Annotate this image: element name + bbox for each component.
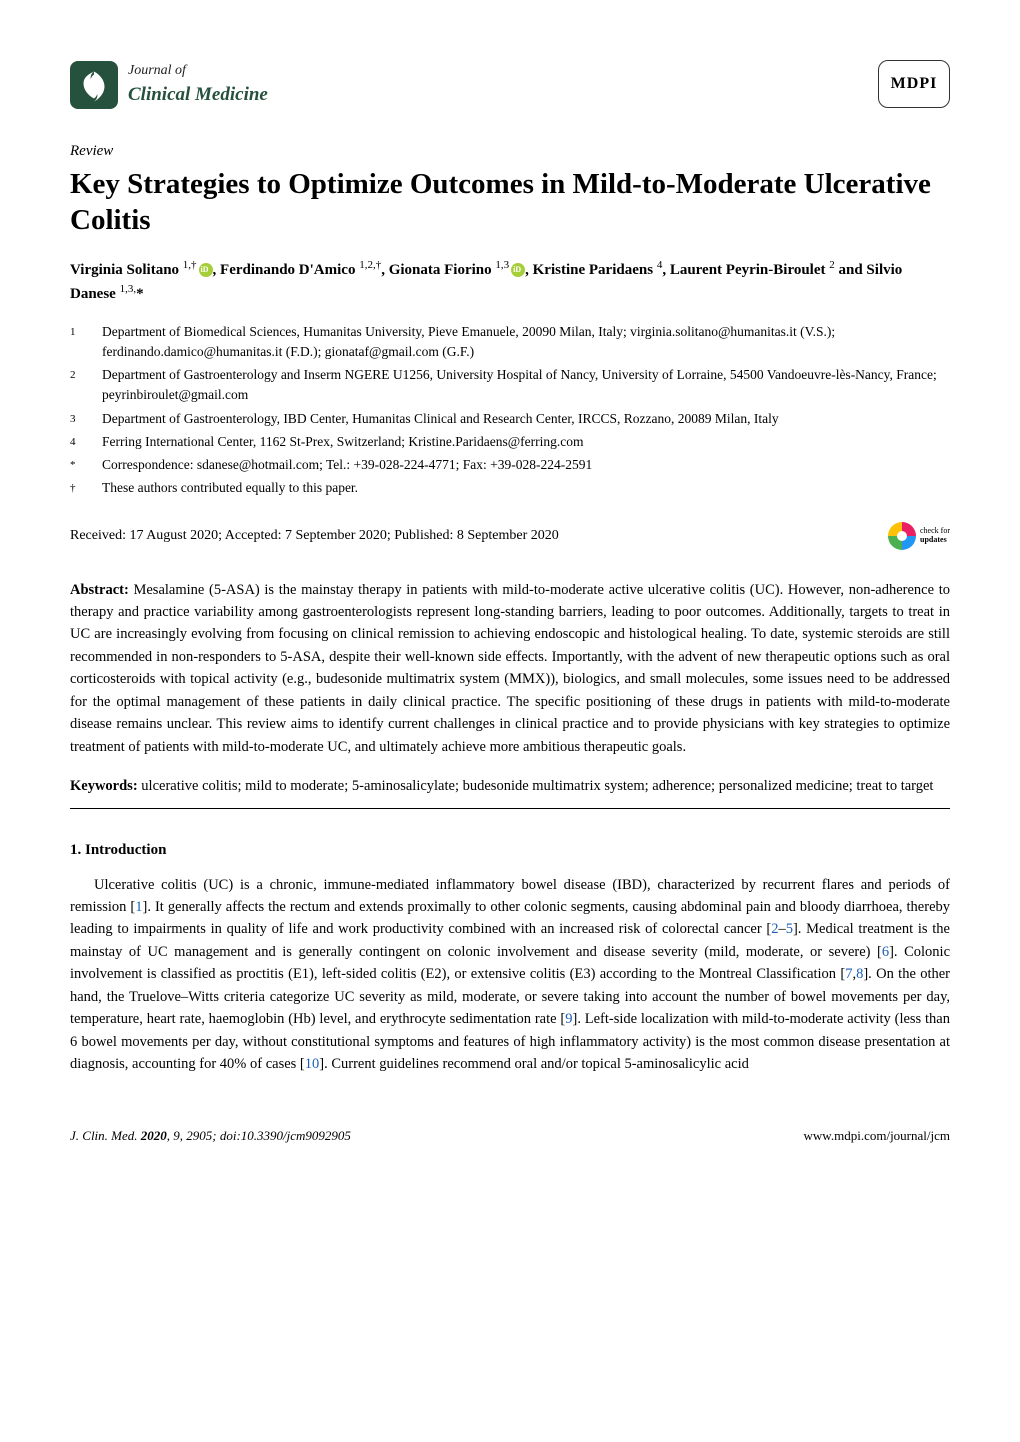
abstract: Abstract: Mesalamine (5-ASA) is the main… bbox=[70, 579, 950, 759]
keywords-text: ulcerative colitis; mild to moderate; 5-… bbox=[141, 778, 933, 794]
journal-logo-icon bbox=[70, 61, 118, 109]
affiliation: * Correspondence: sdanese@hotmail.com; Te… bbox=[70, 455, 950, 475]
citation-link[interactable]: 6 bbox=[882, 944, 889, 960]
affiliation: 1 Department of Biomedical Sciences, Huma… bbox=[70, 322, 950, 363]
affiliations-list: 1 Department of Biomedical Sciences, Huma… bbox=[70, 322, 950, 499]
footer-citation: J. Clin. Med. 2020, 9, 2905; doi:10.3390… bbox=[70, 1126, 351, 1146]
check-updates-badge[interactable]: check forupdates bbox=[888, 515, 950, 557]
affil-text: Department of Biomedical Sciences, Human… bbox=[102, 322, 950, 363]
article-type: Review bbox=[70, 140, 950, 163]
affil-number: 1 bbox=[70, 322, 84, 363]
publication-dates: Received: 17 August 2020; Accepted: 7 Se… bbox=[70, 525, 559, 546]
citation-link[interactable]: 10 bbox=[305, 1056, 320, 1072]
affil-text: Ferring International Center, 1162 St-Pr… bbox=[102, 432, 950, 452]
journal-block: Journal of Clinical Medicine bbox=[70, 60, 268, 110]
affil-text: Correspondence: sdanese@hotmail.com; Tel… bbox=[102, 455, 950, 475]
orcid-icon bbox=[199, 263, 213, 277]
citation-link[interactable]: 9 bbox=[565, 1011, 572, 1027]
journal-name: Clinical Medicine bbox=[128, 81, 268, 110]
affil-number: 4 bbox=[70, 432, 84, 452]
journal-url-link[interactable]: www.mdpi.com/journal/jcm bbox=[804, 1128, 950, 1143]
introduction-paragraph: Ulcerative colitis (UC) is a chronic, im… bbox=[70, 874, 950, 1076]
abstract-label: Abstract: bbox=[70, 582, 129, 598]
publisher-logo: MDPI bbox=[878, 60, 950, 108]
citation-link[interactable]: 2 bbox=[771, 921, 778, 937]
check-updates-text: check forupdates bbox=[920, 527, 950, 545]
affil-text: Department of Gastroenterology, IBD Cent… bbox=[102, 409, 950, 429]
article-title: Key Strategies to Optimize Outcomes in M… bbox=[70, 166, 950, 239]
divider bbox=[70, 808, 950, 809]
authors-line: Virginia Solitano 1,†, Ferdinando D'Amic… bbox=[70, 257, 950, 306]
affiliation: 2 Department of Gastroenterology and Inse… bbox=[70, 365, 950, 406]
citation-link[interactable]: 1 bbox=[135, 899, 142, 915]
section-heading: 1. Introduction bbox=[70, 839, 950, 862]
affil-number: † bbox=[70, 478, 84, 498]
affiliation: 3 Department of Gastroenterology, IBD Cen… bbox=[70, 409, 950, 429]
page-header: Journal of Clinical Medicine MDPI bbox=[70, 60, 950, 110]
affiliation: 4 Ferring International Center, 1162 St-P… bbox=[70, 432, 950, 452]
page-footer: J. Clin. Med. 2020, 9, 2905; doi:10.3390… bbox=[70, 1126, 950, 1146]
orcid-icon bbox=[511, 263, 525, 277]
dates-row: Received: 17 August 2020; Accepted: 7 Se… bbox=[70, 515, 950, 557]
crossmark-icon bbox=[888, 522, 916, 550]
citation-link[interactable]: 5 bbox=[786, 921, 793, 937]
journal-prefix: Journal of bbox=[128, 60, 268, 81]
journal-title: Journal of Clinical Medicine bbox=[128, 60, 268, 110]
keywords: Keywords: ulcerative colitis; mild to mo… bbox=[70, 776, 950, 798]
abstract-text: Mesalamine (5-ASA) is the mainstay thera… bbox=[70, 582, 950, 755]
affil-number: 3 bbox=[70, 409, 84, 429]
keywords-label: Keywords: bbox=[70, 778, 138, 794]
affil-number: 2 bbox=[70, 365, 84, 406]
affil-text: These authors contributed equally to thi… bbox=[102, 478, 950, 498]
citation-link[interactable]: 8 bbox=[856, 966, 863, 982]
affiliation: † These authors contributed equally to th… bbox=[70, 478, 950, 498]
affil-text: Department of Gastroenterology and Inser… bbox=[102, 365, 950, 406]
affil-number: * bbox=[70, 455, 84, 475]
citation-link[interactable]: 7 bbox=[845, 966, 852, 982]
